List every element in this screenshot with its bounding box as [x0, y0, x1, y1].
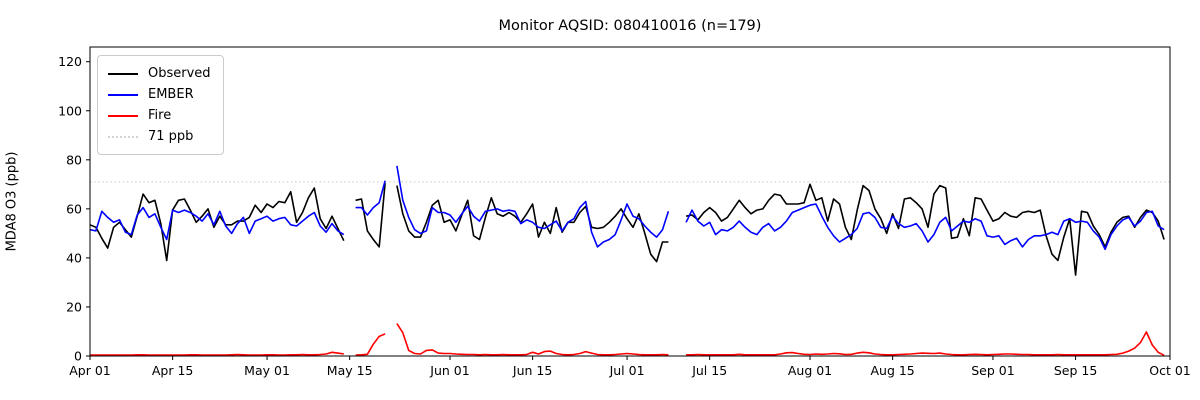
observed-line	[355, 183, 386, 248]
x-tick-label: Aug 15	[870, 363, 914, 378]
legend-line-sample	[108, 135, 138, 138]
y-tick-label: 100	[58, 103, 82, 118]
x-tick-label: Jun 15	[512, 363, 552, 378]
legend-item-fire: Fire	[108, 105, 211, 126]
x-tick-label: Oct 01	[1149, 363, 1191, 378]
y-tick-label: 0	[74, 349, 82, 364]
x-tick-label: May 01	[244, 363, 290, 378]
x-tick-label: Aug 01	[788, 363, 832, 378]
observed-line	[396, 185, 669, 263]
legend-item-observed: Observed	[108, 63, 211, 84]
legend-item-label: Fire	[148, 108, 172, 123]
fire-line	[686, 331, 1165, 357]
legend-item-label: Observed	[148, 66, 211, 81]
y-tick-label: 80	[66, 152, 82, 167]
x-tick-label: Apr 01	[69, 363, 111, 378]
legend-item-label: 71 ppb	[148, 129, 194, 144]
y-tick-label: 120	[58, 54, 82, 69]
x-tick-label: Jun 01	[429, 363, 469, 378]
x-tick-label: May 15	[327, 363, 373, 378]
chart-title: Monitor AQSID: 080410016 (n=179)	[498, 18, 762, 34]
x-tick-label: Sep 01	[971, 363, 1014, 378]
y-tick-label: 60	[66, 201, 82, 216]
legend-item-label: EMBER	[148, 87, 194, 102]
ember-line	[396, 165, 670, 248]
legend-line-sample	[108, 114, 138, 117]
legend-item-71-ppb: 71 ppb	[108, 126, 211, 147]
fire-line	[396, 323, 669, 356]
ember-line	[355, 180, 386, 216]
plot-frame	[89, 46, 1171, 357]
x-tick-label: Jul 01	[609, 363, 645, 378]
legend: Observed EMBER Fire 71 ppb	[97, 55, 224, 155]
y-tick-label: 40	[66, 250, 82, 265]
observed-line	[685, 183, 1165, 276]
fire-line	[355, 333, 386, 356]
x-tick-label: Sep 15	[1054, 363, 1097, 378]
fire-line	[90, 351, 344, 356]
ember-line	[89, 206, 345, 241]
observed-line	[89, 187, 345, 262]
legend-line-sample	[108, 72, 138, 75]
x-tick-label: Jul 15	[691, 363, 727, 378]
x-tick-label: Apr 15	[152, 363, 194, 378]
legend-item-ember: EMBER	[108, 84, 211, 105]
legend-line-sample	[108, 93, 138, 96]
y-tick-label: 20	[66, 299, 82, 314]
ember-line	[685, 203, 1165, 251]
